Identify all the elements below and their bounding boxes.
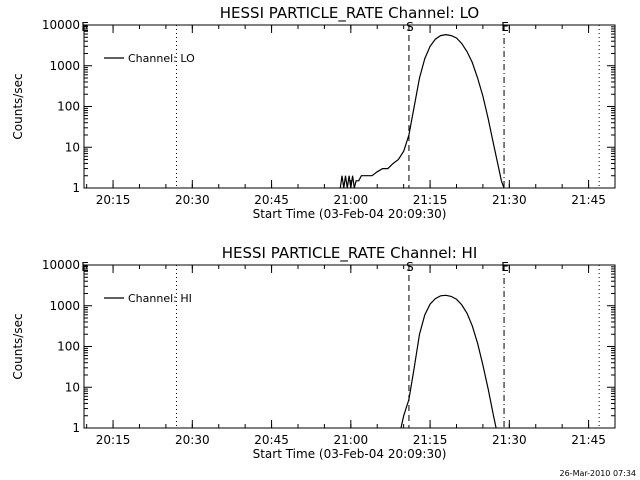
x-tick-label: 20:45: [254, 193, 289, 207]
time-marker-label: E: [81, 260, 89, 274]
x-tick-label: 20:30: [175, 433, 210, 447]
time-marker-label: E: [81, 20, 89, 34]
x-axis-label: Start Time (03-Feb-04 20:09:30): [253, 207, 447, 221]
x-tick-label: 20:15: [96, 433, 131, 447]
x-tick-label: 20:45: [254, 433, 289, 447]
x-tick-label: 21:15: [413, 433, 448, 447]
chart-panel-hi: HESSI PARTICLE_RATE Channel: HI 1 10 100 100…: [11, 244, 616, 461]
plot-frame: [83, 264, 616, 429]
x-tick-label: 21:30: [492, 433, 527, 447]
y-tick-label: 100: [57, 100, 80, 114]
x-axis-label: Start Time (03-Feb-04 20:09:30): [253, 447, 447, 461]
chart-title: HESSI PARTICLE_RATE Channel: LO: [220, 4, 479, 23]
y-axis-label: Counts/sec: [11, 313, 25, 379]
x-tick-label: 21:15: [413, 193, 448, 207]
series-line: [400, 294, 497, 429]
y-axis-label: Counts/sec: [11, 73, 25, 139]
x-tick-label: 21:00: [334, 193, 369, 207]
y-tick-label: 10: [65, 140, 80, 154]
x-tick-label: 20:30: [175, 193, 210, 207]
chart-title: HESSI PARTICLE_RATE Channel: HI: [222, 244, 478, 263]
legend-label: Channel: LO: [128, 52, 195, 65]
y-tick-label: 10: [65, 380, 80, 394]
chart-panel-lo: HESSI PARTICLE_RATE Channel: LO 1 10 100 100…: [11, 4, 616, 221]
y-tick-label: 1: [72, 421, 80, 435]
plot-frame: [83, 24, 616, 189]
x-tick-label: 21:30: [492, 193, 527, 207]
time-marker-label: E: [501, 260, 509, 274]
y-tick-label: 1: [72, 181, 80, 195]
series-line: [339, 33, 505, 189]
legend-label: Channel: HI: [128, 292, 192, 305]
generation-timestamp: 26-Mar-2010 07:34: [560, 469, 637, 478]
y-tick-label: 100: [57, 340, 80, 354]
y-tick-label: 1000: [49, 59, 80, 73]
time-marker-label: S: [406, 260, 414, 274]
y-tick-label: 10000: [42, 258, 80, 272]
y-tick-label: 10000: [42, 18, 80, 32]
time-marker-label: S: [406, 20, 414, 34]
x-tick-label: 21:45: [571, 433, 606, 447]
x-tick-label: 21:00: [334, 433, 369, 447]
x-tick-label: 20:15: [96, 193, 131, 207]
time-marker-label: E: [501, 20, 509, 34]
y-tick-label: 1000: [49, 299, 80, 313]
x-tick-label: 21:45: [571, 193, 606, 207]
